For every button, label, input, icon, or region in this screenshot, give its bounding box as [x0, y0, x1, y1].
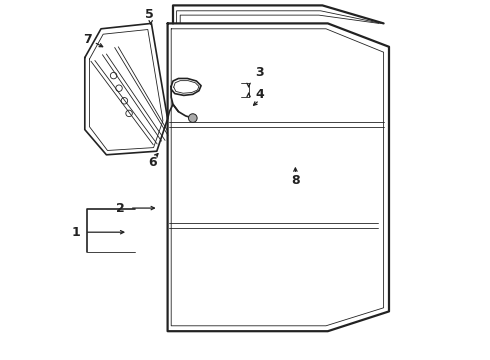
Text: 4: 4	[255, 88, 264, 101]
Text: 2: 2	[117, 202, 125, 215]
Text: 5: 5	[145, 8, 153, 21]
Text: 1: 1	[72, 226, 80, 239]
Text: 3: 3	[255, 66, 264, 78]
Text: 7: 7	[83, 33, 92, 46]
Text: 6: 6	[148, 156, 156, 169]
Circle shape	[189, 114, 197, 122]
Text: 8: 8	[291, 174, 300, 186]
